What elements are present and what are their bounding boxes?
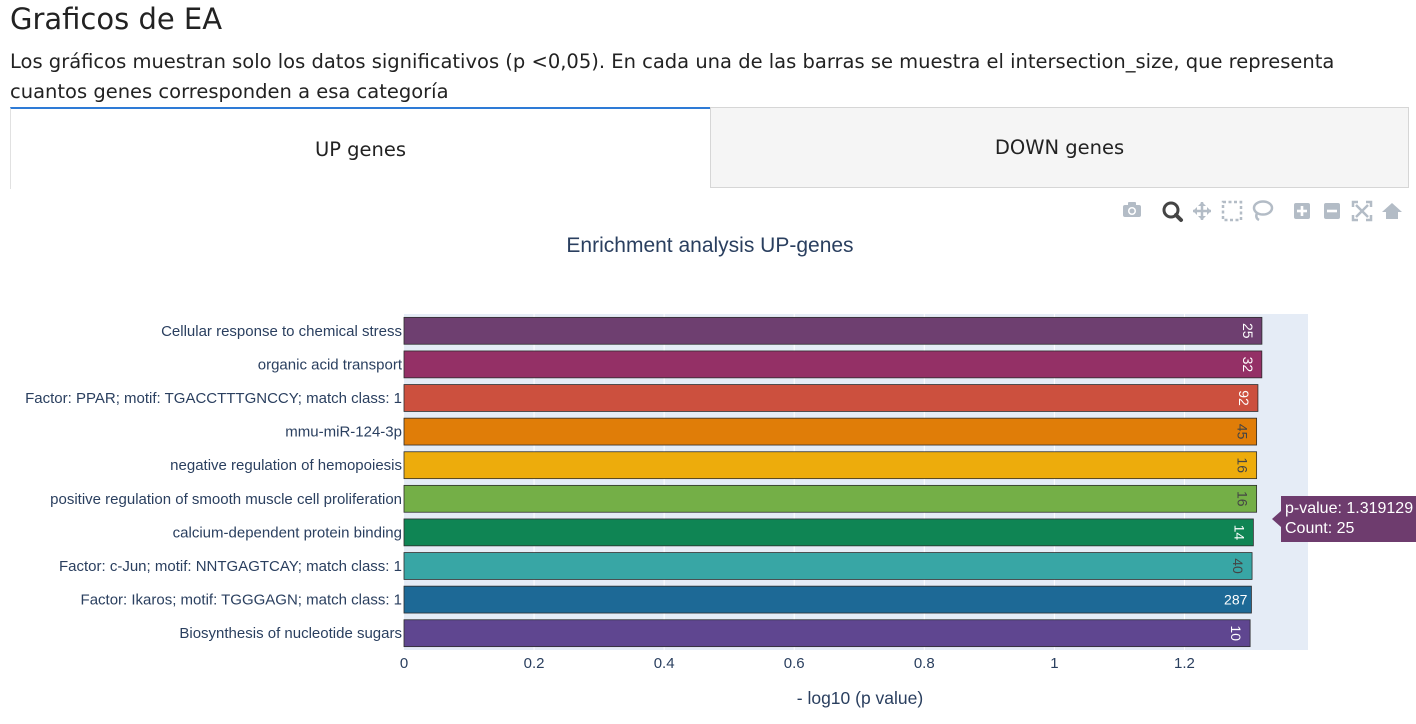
bar[interactable]: [403, 384, 1259, 412]
modebar: [1123, 200, 1402, 222]
tooltip-box: p-value: 1.319129 Count: 25: [1281, 496, 1416, 542]
zoom-icon[interactable]: [1162, 201, 1183, 222]
lasso-select-icon[interactable]: [1252, 200, 1274, 222]
x-tick-label: 0.4: [654, 655, 675, 672]
x-axis-title: - log10 (p value): [797, 688, 923, 708]
bar[interactable]: [403, 417, 1258, 446]
x-tick-label: 0.2: [524, 655, 545, 672]
tab-bar: UP genes DOWN genes: [10, 107, 1409, 189]
box-select-icon[interactable]: [1221, 200, 1243, 222]
category-label: Factor: PPAR; motif: TGACCTTTGNCCY; matc…: [25, 390, 402, 407]
bar-data-label: 16: [1235, 491, 1251, 507]
tooltip-count: Count: 25: [1285, 520, 1355, 537]
zoom-in-icon[interactable]: [1294, 203, 1310, 219]
tab-down-genes[interactable]: DOWN genes: [710, 107, 1409, 188]
bar-data-label: 40: [1230, 558, 1246, 574]
category-label: calcium-dependent protein binding: [173, 524, 402, 541]
bar[interactable]: [403, 518, 1254, 547]
category-label: mmu-miR-124-3p: [285, 424, 402, 441]
bar-data-label: 16: [1235, 457, 1251, 473]
reset-axes-icon[interactable]: [1382, 203, 1402, 219]
category-label: Factor: Ikaros; motif: TGGGAGN; match cl…: [81, 592, 402, 609]
zoom-out-icon[interactable]: [1324, 203, 1340, 219]
tooltip-pvalue: p-value: 1.319129: [1285, 500, 1414, 517]
x-tick-label: 1.2: [1174, 655, 1195, 672]
bar-data-label: 287: [1224, 592, 1248, 608]
tooltip-arrow: [1272, 511, 1281, 527]
category-label: Biosynthesis of nucleotide sugars: [179, 625, 402, 642]
pan-icon[interactable]: [1193, 202, 1211, 220]
chart-container: Enrichment analysis UP-genes 0 0.2 0.4 0.6 0…: [10, 189, 1416, 724]
bar[interactable]: [403, 552, 1253, 580]
camera-icon[interactable]: [1123, 202, 1141, 217]
category-label: Factor: c-Jun; motif: NNTGAGTCAY; match …: [59, 558, 402, 575]
chart-title: Enrichment analysis UP-genes: [566, 234, 853, 257]
x-tick-label: 1: [1050, 655, 1058, 672]
bar-data-label: 25: [1240, 323, 1256, 339]
bar[interactable]: [403, 350, 1263, 379]
bar-data-label: 10: [1228, 625, 1244, 641]
bar[interactable]: [403, 585, 1252, 614]
hover-tooltip: p-value: 1.319129 Count: 25: [1272, 496, 1416, 542]
tab-up-genes[interactable]: UP genes: [10, 107, 710, 189]
bar[interactable]: [403, 619, 1251, 648]
bar-data-label: 45: [1235, 424, 1251, 440]
category-label: negative regulation of hemopoiesis: [170, 457, 402, 474]
bar-data-label: 32: [1240, 357, 1256, 373]
bar-data-label: 14: [1231, 525, 1247, 541]
x-tick-label: 0: [400, 655, 408, 672]
category-label: Cellular response to chemical stress: [161, 323, 402, 340]
plot-area: 0 0.2 0.4 0.6 0.8 1 1.2 Cellular response to ch…: [25, 314, 1308, 672]
page-title: Graficos de EA: [10, 2, 223, 36]
bar[interactable]: [403, 316, 1263, 345]
category-label: organic acid transport: [258, 356, 403, 373]
bar[interactable]: [403, 451, 1258, 480]
x-tick-label: 0.6: [784, 655, 805, 672]
autoscale-icon[interactable]: [1351, 200, 1373, 222]
bar[interactable]: [403, 484, 1258, 513]
bar-data-label: 92: [1236, 390, 1252, 406]
x-tick-label: 0.8: [914, 655, 935, 672]
category-label: positive regulation of smooth muscle cel…: [50, 491, 402, 508]
enrichment-bar-chart[interactable]: Enrichment analysis UP-genes 0 0.2 0.4 0.6 0…: [10, 189, 1410, 724]
page-description: Los gráficos muestran solo los datos sig…: [10, 50, 1335, 103]
